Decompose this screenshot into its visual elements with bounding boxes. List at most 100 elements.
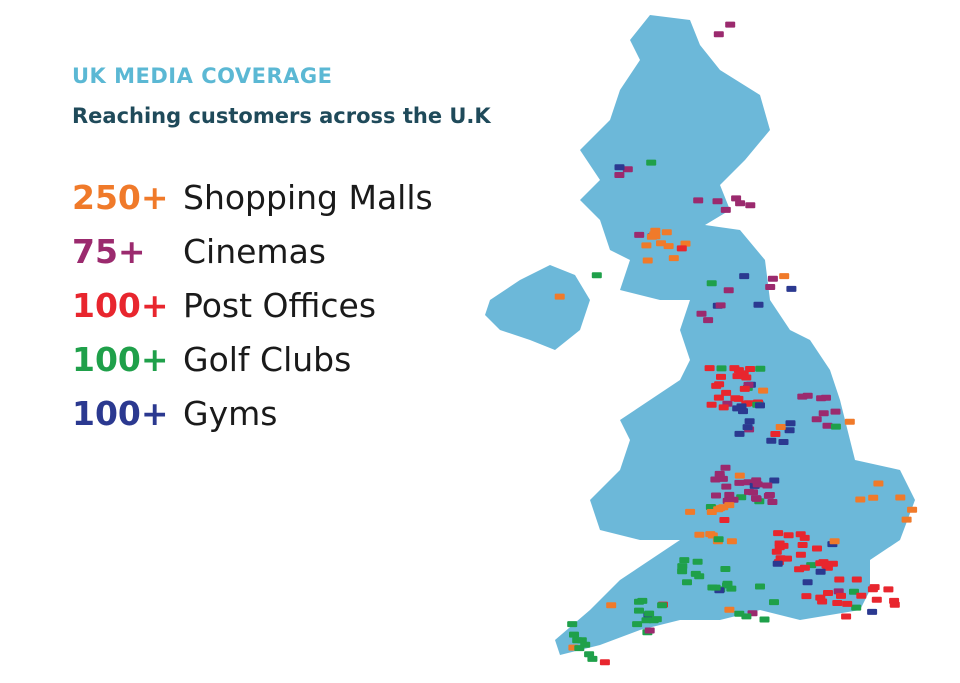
location-dot	[751, 477, 762, 484]
location-dot	[682, 579, 692, 586]
location-dot	[731, 195, 742, 202]
location-dot	[614, 172, 625, 178]
location-dot	[723, 287, 734, 294]
location-dot	[783, 532, 794, 539]
location-dot	[786, 285, 797, 292]
label: Golf Clubs	[183, 340, 352, 379]
location-dot	[715, 302, 726, 309]
location-dot	[797, 542, 808, 548]
subtitle: Reaching customers across the U.K	[72, 104, 491, 128]
location-dot	[818, 410, 829, 417]
location-dot	[711, 492, 721, 499]
location-dot	[554, 293, 565, 300]
count: 100+	[72, 286, 169, 325]
location-dot	[767, 275, 778, 282]
location-dot	[634, 607, 644, 614]
location-dot	[694, 531, 705, 538]
location-dot	[713, 506, 724, 513]
location-dot	[802, 579, 813, 586]
label: Gyms	[183, 394, 278, 433]
location-dot	[651, 616, 662, 623]
location-dot	[713, 536, 724, 543]
location-dot	[661, 229, 672, 236]
location-dot	[765, 284, 776, 290]
location-dot	[883, 586, 894, 593]
location-dot	[867, 608, 878, 615]
location-dot	[710, 584, 721, 591]
location-dot	[775, 424, 786, 430]
location-dot	[766, 437, 777, 444]
location-dot	[587, 655, 598, 662]
location-dot	[736, 403, 747, 410]
location-dot	[679, 557, 690, 564]
location-dot	[778, 439, 789, 445]
location-dot	[721, 483, 732, 490]
location-dot	[769, 599, 779, 606]
location-dot	[676, 245, 687, 252]
location-dot	[574, 645, 585, 652]
location-dot	[763, 492, 774, 499]
location-dot	[677, 568, 688, 575]
location-dot	[606, 602, 617, 609]
location-dot	[755, 583, 765, 590]
location-dot	[782, 555, 792, 562]
location-dot	[641, 242, 652, 249]
location-dot	[717, 475, 728, 482]
count: 100+	[72, 340, 169, 379]
location-dot	[745, 202, 756, 209]
location-dot	[773, 530, 784, 537]
location-dot	[767, 499, 778, 505]
location-dot	[724, 491, 735, 498]
location-dot	[907, 506, 918, 513]
location-dot	[844, 418, 855, 425]
location-dot	[726, 538, 737, 545]
title: UK MEDIA COVERAGE	[72, 64, 333, 88]
location-dot	[642, 257, 653, 264]
location-dot	[895, 494, 906, 501]
location-dot	[694, 573, 705, 580]
location-dot	[724, 606, 735, 613]
location-dot	[646, 159, 657, 166]
location-dot	[734, 610, 745, 617]
legend-item: 75+ Cinemas	[72, 232, 326, 271]
location-dot	[632, 621, 643, 628]
location-dot	[841, 613, 852, 620]
location-dot	[736, 494, 747, 501]
location-dot	[711, 382, 722, 389]
location-dot	[685, 508, 696, 515]
location-dot	[856, 592, 867, 599]
location-dot	[745, 366, 756, 372]
location-dot	[668, 255, 679, 262]
location-dot	[693, 197, 704, 204]
location-dot	[779, 273, 790, 280]
location-dot	[719, 517, 730, 523]
location-dot	[795, 551, 806, 558]
legend-item: 100+ Post Offices	[72, 286, 376, 325]
location-dot	[720, 206, 731, 213]
location-dot	[851, 604, 862, 611]
location-dot	[851, 576, 862, 583]
location-dot	[734, 472, 745, 479]
location-dot	[869, 584, 880, 591]
location-dot	[735, 200, 746, 207]
location-dot	[855, 496, 866, 503]
location-dot	[769, 477, 780, 484]
location-dot	[830, 423, 841, 430]
label: Shopping Malls	[183, 178, 433, 217]
location-dot	[720, 464, 731, 471]
location-dot	[739, 273, 750, 280]
location-dot	[889, 601, 900, 608]
location-dot	[622, 166, 633, 173]
location-dot	[712, 198, 723, 205]
location-dot	[692, 558, 703, 565]
location-dot	[836, 592, 846, 599]
location-dot	[725, 21, 736, 28]
location-dot	[738, 408, 748, 415]
location-dot	[772, 560, 783, 567]
location-dot	[795, 531, 806, 538]
location-dot	[716, 373, 726, 380]
location-dot	[706, 401, 717, 408]
location-dot	[751, 495, 762, 502]
location-dot	[716, 365, 727, 372]
